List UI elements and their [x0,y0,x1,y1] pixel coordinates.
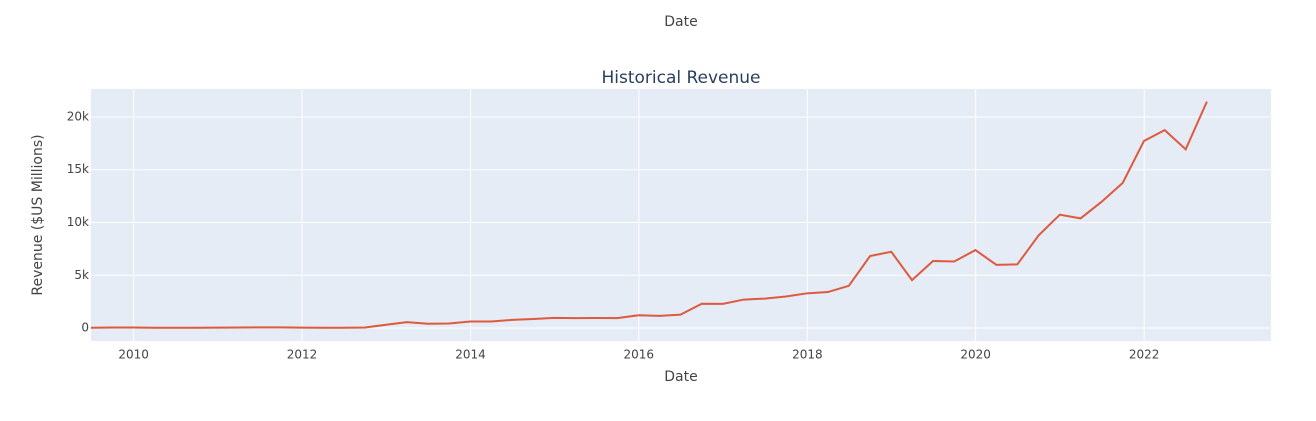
y-tick-label: 15k [67,162,89,176]
chart-title: Historical Revenue [601,68,760,88]
x-tick-label: 2012 [287,348,318,362]
x-axis-title: Date [664,369,697,385]
x-tick-label: 2014 [455,348,486,362]
x-tick-label: 2010 [118,348,149,362]
y-tick-label: 20k [67,109,89,123]
plot-area [91,89,1271,341]
x-tick-label: 2016 [624,348,655,362]
y-tick-label: 5k [74,268,89,282]
x-tick-label: 2020 [960,348,991,362]
x-tick-label: 2018 [792,348,823,362]
x-tick-label: 2022 [1129,348,1160,362]
y-tick-label: 0 [81,321,89,335]
line-series [90,101,1208,329]
y-tick-label: 10k [67,215,89,229]
top-axis-title: Date [664,14,697,30]
y-axis-title: Revenue ($US Millions) [30,134,46,295]
